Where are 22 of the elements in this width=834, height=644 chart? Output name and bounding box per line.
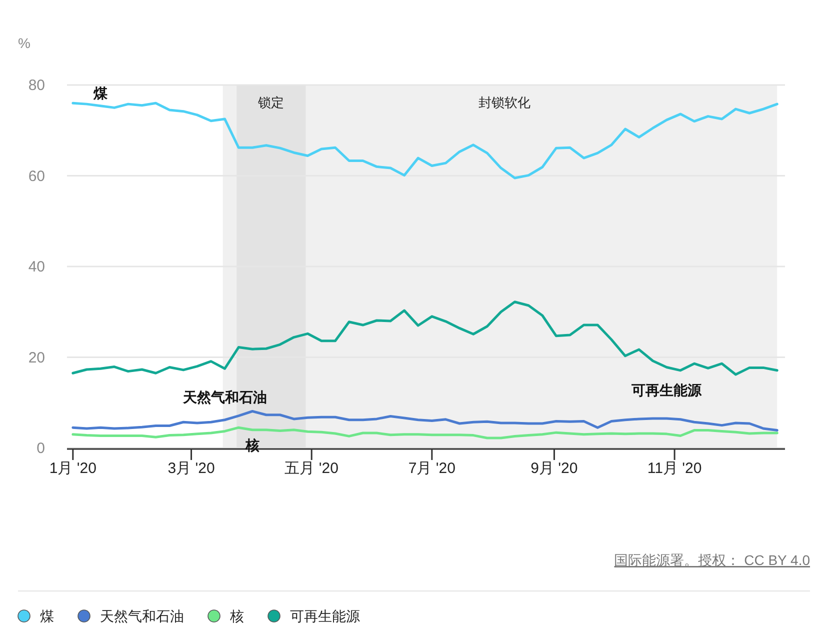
x-tick-label: 1月 '20 <box>49 460 96 477</box>
legend-label: 天然气和石油 <box>100 608 184 624</box>
legend-label: 可再生能源 <box>290 608 360 624</box>
y-tick-label: 80 <box>28 77 45 94</box>
text: 天然气和石油 <box>182 388 267 405</box>
text: 煤 <box>94 84 108 101</box>
y-axis-title: % <box>18 35 30 51</box>
text: 可再生能源 <box>632 382 702 398</box>
x-tick-label: 11月 '20 <box>647 460 702 477</box>
y-tick-label: 60 <box>28 168 45 185</box>
x-tick-label: 五月 '20 <box>284 460 338 477</box>
legend-label: 核 <box>229 608 244 624</box>
y-tick-label: 40 <box>28 258 45 276</box>
x-tick-label: 9月 '20 <box>530 460 578 477</box>
y-tick-label: 0 <box>36 440 45 457</box>
x-tick-label: 3月 '20 <box>168 460 215 477</box>
band-label: 封锁软化 <box>478 95 530 110</box>
x-tick-label: 7月 '20 <box>408 460 456 477</box>
text: 国际能源署。授权： CC BY 4.0 <box>614 552 810 568</box>
band-label: 锁定 <box>257 95 284 110</box>
legend-label: 煤 <box>40 608 54 624</box>
y-tick-label: 20 <box>28 349 45 366</box>
